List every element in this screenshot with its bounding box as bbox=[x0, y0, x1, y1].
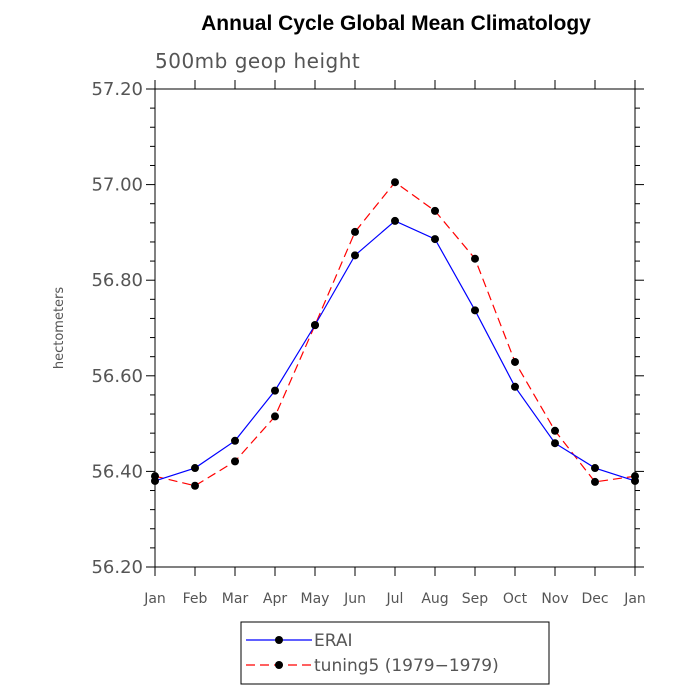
x-tick-label: May bbox=[301, 591, 330, 607]
data-point bbox=[191, 464, 199, 473]
legend-label: tuning5 (1979−1979) bbox=[314, 656, 499, 676]
y-axis-label: hectometers bbox=[52, 287, 67, 370]
y-tick-label: 56.40 bbox=[91, 461, 143, 482]
axes: 56.20 56.40 56.60 56.80 57.00 57.20 Jan Feb Mar A… bbox=[91, 79, 645, 607]
data-point bbox=[391, 216, 399, 225]
data-point bbox=[191, 481, 199, 490]
data-point bbox=[471, 306, 479, 315]
data-point bbox=[551, 426, 559, 435]
x-tick-label: Dec bbox=[581, 591, 608, 607]
x-tick-label: Apr bbox=[263, 591, 287, 607]
series-line bbox=[154, 181, 636, 487]
legend-label: ERAI bbox=[314, 631, 353, 651]
data-point bbox=[631, 476, 639, 485]
y-tick-label: 56.20 bbox=[91, 557, 143, 578]
x-tick-label: Aug bbox=[421, 591, 448, 607]
legend-box bbox=[240, 621, 550, 685]
legend-marker bbox=[275, 636, 283, 644]
y-tick-label: 57.20 bbox=[91, 79, 143, 100]
legend-marker bbox=[275, 661, 283, 669]
data-point bbox=[511, 357, 519, 366]
data-point bbox=[271, 412, 279, 421]
x-tick-label: Jan bbox=[623, 591, 646, 607]
data-point bbox=[431, 235, 439, 244]
data-point bbox=[471, 254, 479, 263]
data-point bbox=[151, 476, 159, 485]
data-point bbox=[591, 477, 599, 486]
y-tick-label: 56.80 bbox=[91, 270, 143, 291]
data-point bbox=[351, 227, 359, 236]
x-tick-label: Jul bbox=[386, 591, 404, 607]
data-point bbox=[511, 382, 519, 391]
data-point bbox=[311, 321, 319, 330]
x-tick-label: Sep bbox=[462, 591, 489, 607]
chart-subtitle: 500mb geop height bbox=[155, 49, 360, 73]
y-tick-label: 56.60 bbox=[91, 366, 143, 387]
data-point bbox=[431, 206, 439, 215]
data-point bbox=[351, 251, 359, 260]
x-tick-label: Feb bbox=[183, 591, 208, 607]
x-tick-label: Mar bbox=[222, 591, 249, 607]
data-point bbox=[231, 457, 239, 466]
data-point bbox=[391, 178, 399, 187]
plot-frame bbox=[154, 88, 636, 568]
data-point bbox=[271, 386, 279, 395]
legend: ERAI tuning5 (1979−1979) bbox=[240, 621, 550, 685]
data-point bbox=[551, 439, 559, 448]
chart-title: Annual Cycle Global Mean Climatology bbox=[201, 12, 591, 35]
data-point bbox=[591, 464, 599, 473]
x-tick-label: Jan bbox=[143, 591, 166, 607]
y-tick-label: 57.00 bbox=[91, 175, 143, 196]
x-tick-label: Oct bbox=[503, 591, 528, 607]
series-layer bbox=[151, 178, 639, 490]
data-point bbox=[231, 436, 239, 445]
x-tick-label: Nov bbox=[541, 591, 568, 607]
x-tick-label: Jun bbox=[343, 591, 366, 607]
